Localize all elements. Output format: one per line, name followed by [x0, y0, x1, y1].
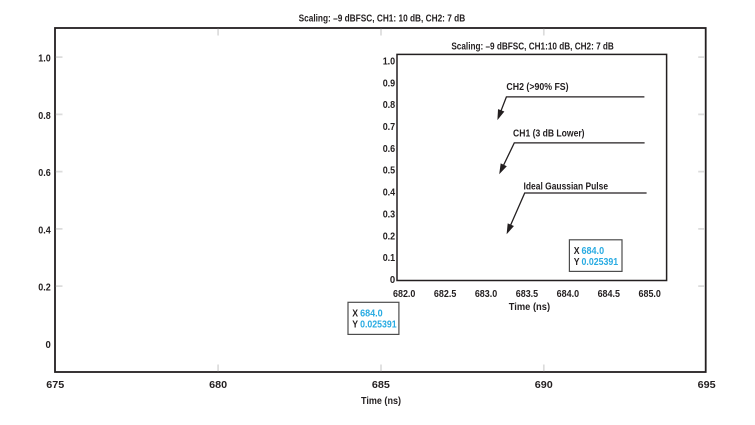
svg-text:1.0: 1.0 — [38, 53, 51, 65]
svg-text:0.4: 0.4 — [383, 187, 396, 199]
svg-text:0.025391: 0.025391 — [582, 257, 619, 268]
svg-text:0: 0 — [46, 339, 51, 351]
svg-text:682.5: 682.5 — [434, 288, 457, 300]
svg-text:0.1: 0.1 — [383, 252, 396, 264]
svg-text:0.5: 0.5 — [383, 165, 396, 177]
svg-text:1.0: 1.0 — [383, 55, 396, 67]
svg-text:0.9: 0.9 — [383, 77, 396, 89]
svg-text:X: X — [574, 246, 580, 257]
svg-text:Y: Y — [574, 257, 580, 268]
svg-text:0.4: 0.4 — [38, 224, 51, 236]
svg-text:Scaling: –9 dBFSC, CH1:10 dB,: Scaling: –9 dBFSC, CH1:10 dB, CH2: 7 dB — [451, 41, 614, 52]
svg-text:684.0: 684.0 — [360, 309, 383, 320]
svg-text:CH2 (>90% FS): CH2 (>90% FS) — [506, 81, 568, 93]
svg-text:0: 0 — [390, 274, 395, 286]
svg-text:0.6: 0.6 — [38, 167, 51, 179]
svg-text:X: X — [352, 309, 358, 320]
svg-text:0.2: 0.2 — [383, 230, 396, 242]
svg-text:Ideal Gaussian Pulse: Ideal Gaussian Pulse — [524, 180, 609, 192]
svg-text:0.8: 0.8 — [38, 110, 51, 122]
svg-text:685: 685 — [372, 379, 390, 391]
svg-text:682.0: 682.0 — [393, 288, 416, 300]
svg-text:Y: Y — [352, 320, 358, 331]
svg-text:0.3: 0.3 — [383, 208, 396, 220]
svg-text:Time (ns): Time (ns) — [361, 395, 401, 407]
svg-text:684.0: 684.0 — [557, 288, 580, 300]
svg-text:0.2: 0.2 — [38, 282, 51, 294]
svg-text:Scaling: –9 dBFSC, CH1: 10 dB,: Scaling: –9 dBFSC, CH1: 10 dB, CH2: 7 dB — [299, 13, 466, 24]
svg-text:0.025391: 0.025391 — [360, 320, 397, 331]
svg-text:683.0: 683.0 — [475, 288, 498, 300]
svg-text:0.7: 0.7 — [383, 121, 396, 133]
svg-text:685.0: 685.0 — [639, 288, 662, 300]
svg-text:680: 680 — [209, 379, 227, 391]
svg-text:675: 675 — [46, 379, 64, 391]
svg-text:684.5: 684.5 — [598, 288, 621, 300]
svg-text:684.0: 684.0 — [582, 246, 605, 257]
svg-text:CH1 (3 dB Lower): CH1 (3 dB Lower) — [513, 127, 585, 139]
svg-text:0.8: 0.8 — [383, 99, 396, 111]
svg-text:0.6: 0.6 — [383, 143, 396, 155]
svg-text:Time (ns): Time (ns) — [509, 301, 550, 313]
svg-text:695: 695 — [698, 379, 716, 391]
svg-text:690: 690 — [535, 379, 553, 391]
svg-text:683.5: 683.5 — [516, 288, 539, 300]
